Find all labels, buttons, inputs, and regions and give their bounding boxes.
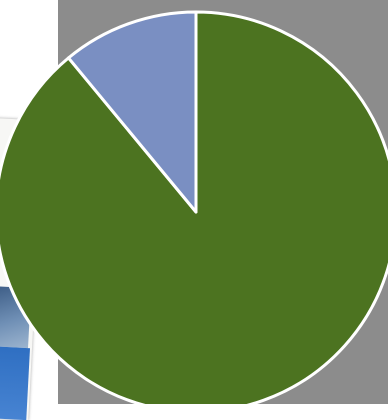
pie-chart (0, 10, 388, 404)
pie-slice-2 (67, 10, 198, 214)
pie-slices (0, 10, 388, 404)
pie-slice-1 (0, 10, 388, 404)
